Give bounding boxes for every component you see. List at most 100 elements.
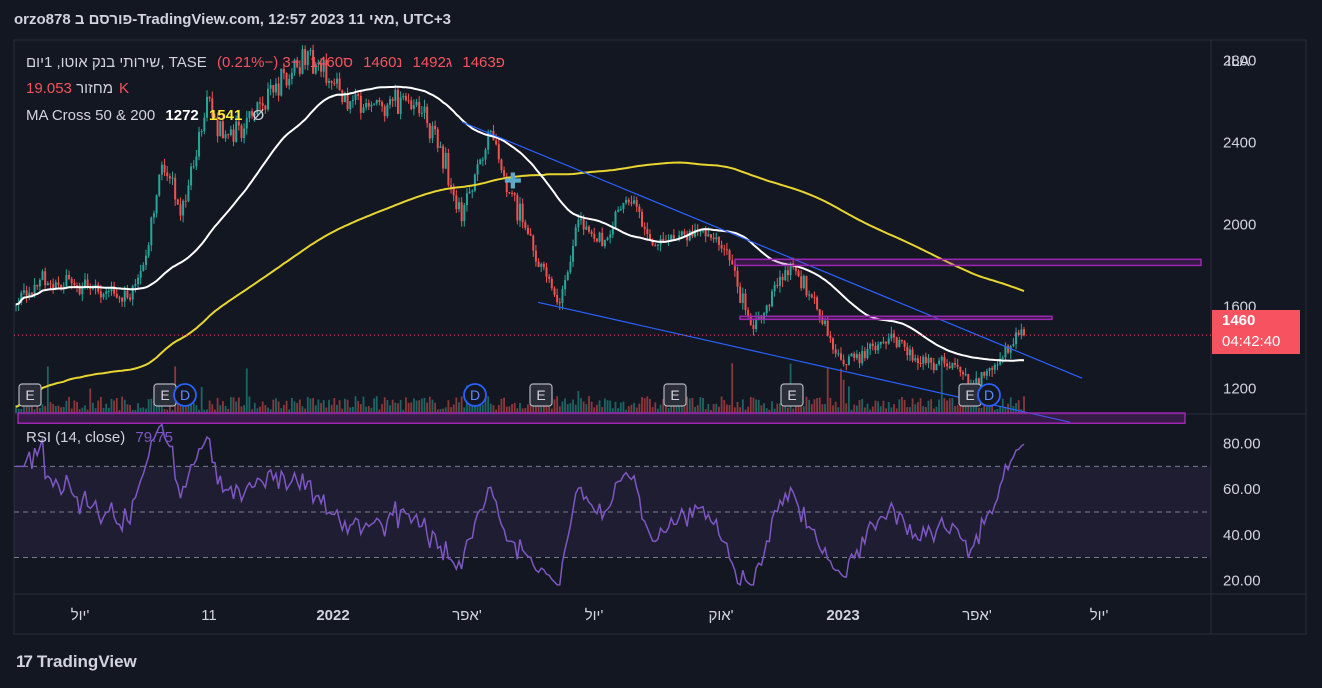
rsi-axis-tick: 20.00 [1223, 572, 1261, 589]
candle-body [744, 293, 747, 311]
legend-ma[interactable]: MA Cross 50 & 200 1272 1541 Ø [26, 107, 270, 124]
volume-bar [980, 408, 983, 413]
candle-body [821, 317, 824, 325]
volume-bar [259, 406, 261, 413]
candle-body [251, 111, 254, 116]
candle-body [351, 99, 354, 102]
volume-bar [932, 408, 935, 413]
volume-bar [993, 409, 996, 413]
candle-body [885, 342, 888, 344]
candle-body [641, 211, 644, 227]
volume-bar [359, 404, 362, 413]
candle-body [431, 125, 434, 139]
volume-bar [556, 396, 559, 413]
volume-bar [200, 386, 203, 413]
volume-bar [508, 406, 511, 413]
candle-body [1015, 332, 1018, 345]
volume-bar [78, 409, 81, 413]
volume-bar [458, 402, 460, 413]
volume-bar [728, 404, 731, 413]
volume-bar [771, 401, 773, 413]
volume-bar [407, 402, 410, 413]
volume-bar [330, 404, 333, 413]
volume-bar [967, 403, 970, 413]
candle-body [728, 250, 731, 261]
volume-bar [267, 407, 269, 413]
candle-body [465, 193, 468, 206]
candle-body [853, 353, 856, 359]
volume-bar [105, 403, 108, 413]
volume-bar [1009, 397, 1012, 413]
candle-body [152, 213, 155, 218]
volume-bar [638, 403, 641, 413]
volume-bar [643, 398, 646, 413]
candle-body [625, 199, 628, 203]
candle-body [346, 93, 349, 110]
volume-bar [373, 398, 376, 413]
volume-bar [275, 398, 277, 413]
volume-bar [699, 397, 702, 413]
volume-bar [49, 402, 52, 413]
volume-bar [590, 401, 593, 413]
volume-bar [787, 407, 789, 413]
candle-body [829, 335, 832, 339]
candle-body [338, 78, 341, 91]
candle-body [158, 174, 161, 196]
legend-symbol[interactable]: שירותי בנק אוטו, 1יום, TASE [26, 54, 207, 71]
candle-body [213, 116, 216, 118]
volume-bar [542, 403, 545, 413]
candle-body [41, 271, 44, 280]
candle-body [123, 290, 126, 302]
candle-body [378, 100, 381, 102]
volume-bar [357, 401, 360, 413]
rsi-legend[interactable]: RSI (14, close) 79.75 [26, 429, 173, 446]
candle-body [272, 85, 275, 93]
candle-body [651, 239, 654, 246]
candle-body [365, 103, 368, 108]
volume-bar [115, 398, 118, 413]
candle-body [914, 358, 917, 361]
volume-bar [346, 399, 349, 413]
volume-bar [418, 400, 421, 413]
candle-body [834, 349, 837, 354]
volume-bar [654, 402, 657, 413]
volume-bar [736, 401, 739, 413]
volume-bar [691, 397, 694, 413]
volume-bar [848, 386, 850, 413]
volume-bar [810, 404, 813, 413]
volume-bar [139, 407, 142, 413]
volume-bar [572, 399, 574, 413]
ma-cross-marker: ✚ [504, 168, 522, 193]
volume-bar [203, 409, 206, 413]
volume-bar [163, 408, 166, 413]
hide-icon[interactable]: Ø [252, 107, 265, 124]
candle-body [57, 282, 60, 285]
candle-body [946, 363, 949, 367]
volume-bar [744, 409, 747, 413]
candle-body [545, 267, 548, 277]
volume-bar [842, 379, 845, 413]
volume-bar [633, 402, 635, 413]
candle-body [736, 270, 739, 287]
candle-body [903, 341, 906, 347]
volume-bar [765, 408, 768, 413]
volume-bar [566, 404, 569, 413]
candle-body [471, 190, 474, 192]
volume-bar [816, 398, 818, 413]
volume-bar [627, 406, 630, 413]
volume-bar [630, 404, 633, 413]
candle-body [577, 219, 580, 228]
volume-bar [593, 407, 596, 413]
volume-bar [731, 363, 734, 413]
volume-bar [142, 407, 145, 413]
candle-body [1007, 346, 1010, 353]
volume-bar [946, 400, 948, 413]
tradingview-logo[interactable]: 17 TradingView [16, 652, 137, 672]
candle-body [243, 128, 246, 138]
volume-bar [635, 407, 638, 413]
legend-low: 1460 [363, 54, 397, 71]
candle-body [800, 276, 803, 289]
volume-bar [214, 409, 216, 413]
candle-body [757, 315, 760, 319]
